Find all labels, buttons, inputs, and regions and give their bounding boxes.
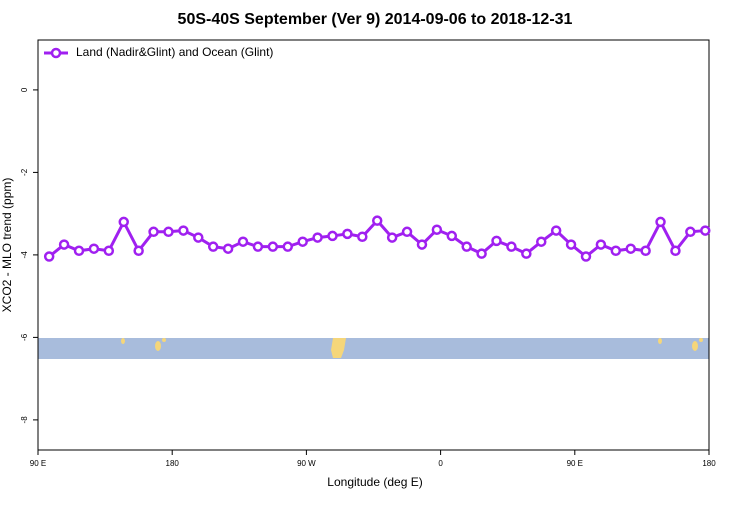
chart-title: 50S-40S September (Ver 9) 2014-09-06 to … bbox=[178, 11, 573, 28]
data-point bbox=[88, 243, 100, 254]
data-point bbox=[401, 226, 413, 238]
data-point bbox=[252, 241, 264, 252]
x-tick-label: 90 E bbox=[30, 459, 46, 468]
data-point bbox=[357, 231, 368, 243]
land bbox=[155, 341, 161, 351]
data-point bbox=[178, 225, 189, 236]
data-point bbox=[58, 239, 70, 250]
data-point bbox=[148, 226, 159, 238]
data-point bbox=[193, 232, 204, 243]
land bbox=[162, 338, 166, 342]
y-axis-label: XCO2 - MLO trend (ppm) bbox=[0, 178, 14, 313]
data-point bbox=[386, 232, 398, 243]
data-point bbox=[282, 241, 294, 252]
data-point bbox=[685, 226, 696, 238]
x-tick-label: 90 W bbox=[297, 459, 316, 468]
data-point bbox=[580, 251, 592, 262]
data-point bbox=[506, 241, 517, 252]
data-point bbox=[267, 241, 279, 252]
data-point bbox=[312, 232, 323, 243]
data-point bbox=[43, 251, 55, 262]
data-point bbox=[700, 225, 711, 236]
data-point bbox=[133, 245, 144, 257]
data-point bbox=[297, 236, 308, 247]
data-point bbox=[327, 230, 338, 242]
data-point bbox=[222, 243, 234, 254]
land bbox=[699, 338, 703, 342]
data-point bbox=[431, 224, 443, 235]
data-point bbox=[73, 245, 85, 257]
data-point bbox=[595, 239, 607, 250]
y-tick-label: -8 bbox=[20, 416, 29, 424]
legend-marker bbox=[50, 47, 62, 59]
data-point bbox=[342, 228, 353, 240]
data-point bbox=[610, 245, 622, 257]
y-tick-label: -4 bbox=[20, 251, 29, 259]
y-tick-label: -6 bbox=[20, 333, 29, 341]
x-axis-label: Longitude (deg E) bbox=[327, 475, 422, 489]
data-point bbox=[371, 215, 383, 226]
y-tick-label: -2 bbox=[20, 168, 29, 176]
data-point bbox=[237, 236, 249, 247]
data-point bbox=[550, 225, 562, 236]
land bbox=[658, 338, 662, 344]
land bbox=[692, 341, 698, 351]
data-point bbox=[640, 245, 651, 257]
land-ocean-strip bbox=[38, 338, 709, 359]
y-tick-label: 0 bbox=[20, 87, 29, 92]
plot-frame bbox=[37, 39, 710, 451]
data-point bbox=[103, 245, 115, 257]
x-tick-label: 90 E bbox=[567, 459, 583, 468]
x-tick-label: 0 bbox=[438, 459, 443, 468]
data-point bbox=[536, 236, 547, 247]
data-point bbox=[118, 216, 129, 228]
data-point bbox=[461, 241, 472, 252]
data-point bbox=[446, 230, 458, 242]
data-point bbox=[565, 239, 577, 250]
data-point bbox=[207, 241, 219, 252]
ocean-band bbox=[38, 338, 709, 359]
legend-label: Land (Nadir&Glint) and Ocean (Glint) bbox=[76, 45, 273, 59]
data-point bbox=[476, 248, 487, 259]
x-tick-label: 180 bbox=[166, 459, 180, 468]
x-tick-label: 180 bbox=[702, 459, 716, 468]
data-point bbox=[163, 226, 174, 238]
data-point bbox=[521, 248, 532, 259]
data-point bbox=[416, 239, 428, 250]
data-point bbox=[670, 245, 681, 257]
data-point bbox=[491, 235, 502, 247]
series-line bbox=[48, 218, 706, 259]
data-point bbox=[625, 243, 636, 254]
land bbox=[331, 338, 346, 358]
land bbox=[121, 338, 125, 344]
data-point bbox=[655, 216, 666, 228]
